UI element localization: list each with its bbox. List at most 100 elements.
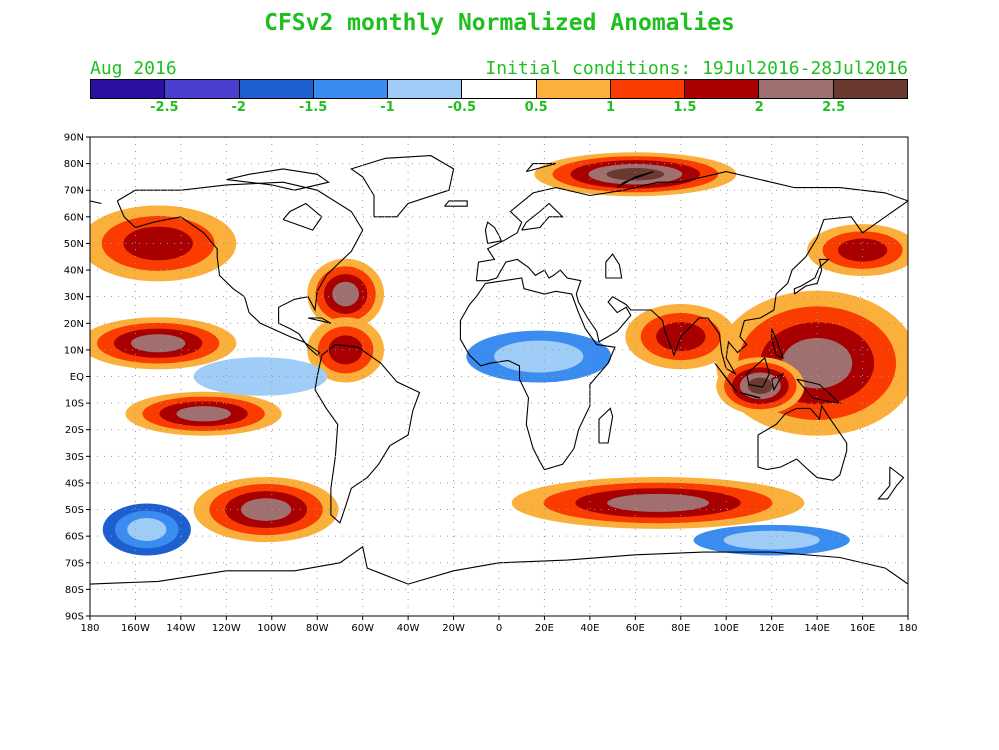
- coastline: [484, 221, 503, 244]
- colorbar-tick-label: 1.5: [673, 100, 697, 115]
- lon-tick-label: 20E: [535, 623, 554, 634]
- colorbar-swatch: [833, 80, 907, 98]
- valid-month-label: Aug 2016: [90, 58, 177, 79]
- lon-tick-label: 120W: [212, 623, 241, 634]
- lon-tick-label: 180: [898, 623, 917, 634]
- anomaly-region: [607, 493, 709, 512]
- colorbar-swatch: [239, 80, 314, 98]
- anomaly-region: [176, 406, 231, 422]
- coastline: [90, 545, 908, 585]
- coastline: [475, 171, 908, 281]
- lon-tick-label: 40W: [397, 623, 420, 634]
- colorbar-swatch: [759, 80, 834, 98]
- anomaly-region: [837, 238, 888, 262]
- colorbar: [90, 79, 908, 99]
- colorbar-tick-label: -1.5: [298, 100, 328, 115]
- coastline: [226, 168, 330, 191]
- anomaly-region: [723, 530, 820, 550]
- lat-tick-label: 40S: [65, 478, 84, 489]
- lat-tick-label: 20S: [65, 425, 84, 436]
- colorbar-tick-label: 1: [606, 100, 616, 115]
- coastline: [459, 277, 616, 471]
- colorbar-swatch: [685, 80, 760, 98]
- coastline: [307, 317, 332, 324]
- coastline: [525, 163, 556, 173]
- coastline: [796, 378, 842, 404]
- lat-tick-label: 70N: [64, 186, 84, 197]
- coastline: [771, 372, 785, 392]
- lon-tick-label: 160W: [121, 623, 150, 634]
- coastline: [757, 404, 848, 481]
- anomaly-region: [332, 281, 359, 307]
- lon-tick-label: 0: [496, 623, 502, 634]
- anomaly-region: [240, 498, 292, 521]
- colorbar-tick-label: 0.5: [524, 100, 548, 115]
- lat-tick-label: 30N: [64, 292, 84, 303]
- coastline: [746, 356, 770, 388]
- lat-tick-label: 80S: [65, 585, 84, 596]
- lat-tick-label: 10N: [64, 345, 84, 356]
- lon-tick-label: 140E: [804, 623, 829, 634]
- coastline: [771, 328, 784, 359]
- coastline: [739, 391, 761, 399]
- lat-tick-label: 90N: [64, 133, 84, 144]
- colorbar-swatch: [462, 80, 537, 98]
- coastline: [877, 466, 905, 500]
- coastline: [116, 181, 364, 356]
- coastline: [476, 200, 908, 376]
- lat-tick-label: 70S: [65, 558, 84, 569]
- lon-tick-label: 60W: [351, 623, 374, 634]
- lon-tick-label: 100W: [257, 623, 286, 634]
- lat-tick-label: 50S: [65, 505, 84, 516]
- anomaly-region: [747, 377, 773, 394]
- anomaly-region: [494, 340, 584, 373]
- lon-tick-label: 80E: [671, 623, 690, 634]
- coastline: [314, 344, 421, 524]
- colorbar-tick-label: -1: [380, 100, 395, 115]
- colorbar-tick-label: 2: [754, 100, 764, 115]
- colorbar-swatch: [313, 80, 389, 98]
- lon-tick-label: 80W: [306, 623, 329, 634]
- anomaly-region: [606, 167, 665, 181]
- colorbar-swatch: [536, 80, 611, 98]
- coastline: [616, 171, 654, 189]
- lon-tick-label: 100E: [714, 623, 739, 634]
- lon-tick-label: 160E: [850, 623, 875, 634]
- anomaly-region: [127, 517, 167, 542]
- colorbar-swatch: [388, 80, 463, 98]
- colorbar-tick-label: -2.5: [150, 100, 179, 115]
- colorbar-swatch: [165, 80, 240, 98]
- colorbar-tick-label: -0.5: [447, 100, 477, 115]
- lon-tick-label: 120E: [759, 623, 784, 634]
- anomaly-region: [123, 226, 193, 261]
- lat-tick-label: 40N: [64, 266, 84, 277]
- lon-tick-label: 20W: [442, 623, 465, 634]
- coastline: [793, 258, 830, 295]
- colorbar-tick-label: -2: [231, 100, 246, 115]
- lon-tick-label: 40E: [580, 623, 599, 634]
- coastline: [282, 202, 323, 231]
- lon-tick-label: 60E: [626, 623, 645, 634]
- anomaly-region: [328, 335, 363, 365]
- lat-tick-label: 50N: [64, 239, 84, 250]
- lat-tick-label: 80N: [64, 159, 84, 170]
- lat-tick-label: 60N: [64, 212, 84, 223]
- lat-tick-label: EQ: [70, 372, 84, 383]
- chart-title: CFSv2 monthly Normalized Anomalies: [264, 10, 735, 36]
- coastline: [714, 362, 739, 393]
- colorbar-swatch: [610, 80, 686, 98]
- lon-tick-label: 180: [80, 623, 99, 634]
- anomaly-region: [130, 334, 186, 353]
- colorbar-tick-label: 2.5: [822, 100, 846, 115]
- lat-tick-label: 90S: [65, 612, 84, 623]
- anomaly-region: [193, 357, 328, 396]
- coastline: [605, 253, 623, 279]
- coastline: [90, 200, 102, 205]
- initial-conditions-label: Initial conditions: 19Jul2016-28Jul2016: [485, 58, 908, 79]
- lat-tick-label: 30S: [65, 452, 84, 463]
- coastline: [598, 407, 614, 444]
- colorbar-swatch: [91, 80, 166, 98]
- lat-tick-label: 20N: [64, 319, 84, 330]
- coastline: [444, 200, 468, 207]
